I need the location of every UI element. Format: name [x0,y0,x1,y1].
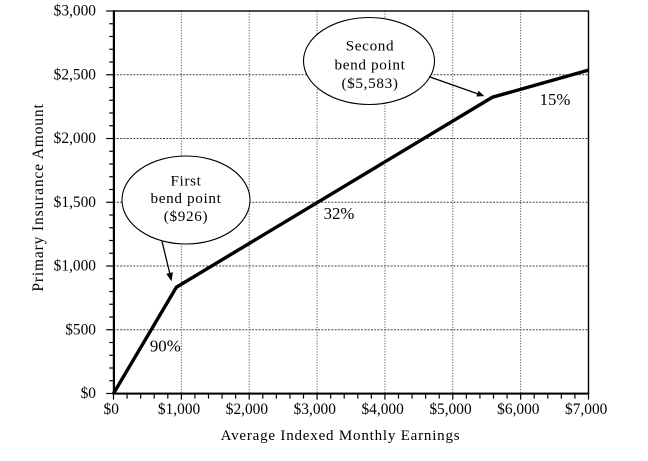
svg-text:$0: $0 [81,385,97,402]
svg-text:$1,000: $1,000 [158,401,201,418]
svg-text:$3,000: $3,000 [294,401,337,418]
svg-text:$2,000: $2,000 [54,130,97,147]
svg-text:$0: $0 [104,401,120,418]
svg-text:90%: 90% [150,337,181,356]
svg-text:$3,000: $3,000 [54,3,97,20]
svg-text:First: First [170,172,201,189]
svg-text:bend point: bend point [150,190,221,207]
svg-text:($5,583): ($5,583) [341,75,398,92]
svg-text:$1,500: $1,500 [54,194,97,211]
svg-text:$500: $500 [65,321,96,338]
svg-text:$2,500: $2,500 [54,66,97,83]
svg-text:32%: 32% [324,204,355,223]
svg-text:$6,000: $6,000 [497,401,540,418]
svg-text:15%: 15% [540,90,571,109]
svg-text:$2,000: $2,000 [226,401,269,418]
svg-text:$7,000: $7,000 [565,401,608,418]
svg-text:$5,000: $5,000 [429,401,472,418]
svg-text:($926): ($926) [164,208,208,225]
svg-text:Primary Insurance Amount: Primary Insurance Amount [30,103,47,291]
svg-text:Second: Second [346,38,395,55]
svg-text:Average Indexed Monthly Earnin: Average Indexed Monthly Earnings [221,428,461,444]
svg-text:bend point: bend point [334,56,405,73]
svg-text:$4,000: $4,000 [361,401,404,418]
svg-text:$1,000: $1,000 [54,258,97,275]
